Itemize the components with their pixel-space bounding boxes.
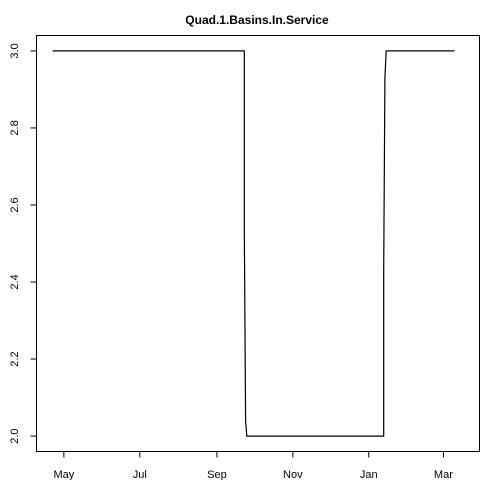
- chart-title: Quad.1.Basins.In.Service: [185, 13, 329, 27]
- x-tick-label: Jul: [133, 469, 147, 480]
- y-tick-label: 2.4: [9, 274, 21, 289]
- x-tick-label: Nov: [283, 469, 303, 480]
- y-tick-label: 2.0: [9, 428, 21, 443]
- y-tick-label: 2.8: [9, 120, 21, 135]
- y-axis: 2.0 2.2 2.4 2.6 2.8 3.0: [9, 43, 37, 444]
- x-tick-label: Sep: [207, 469, 227, 480]
- y-tick-label: 2.2: [9, 351, 21, 366]
- x-tick-label: May: [53, 469, 74, 480]
- x-tick-label: Mar: [434, 469, 453, 480]
- series-layer: [52, 50, 455, 437]
- plot-frame: [36, 35, 480, 452]
- series-line: [52, 50, 455, 437]
- x-tick-label: Jan: [360, 469, 378, 480]
- y-tick-label: 3.0: [9, 43, 21, 58]
- x-axis: May Jul Sep Nov Jan Mar: [53, 451, 453, 480]
- y-tick-label: 2.6: [9, 197, 21, 212]
